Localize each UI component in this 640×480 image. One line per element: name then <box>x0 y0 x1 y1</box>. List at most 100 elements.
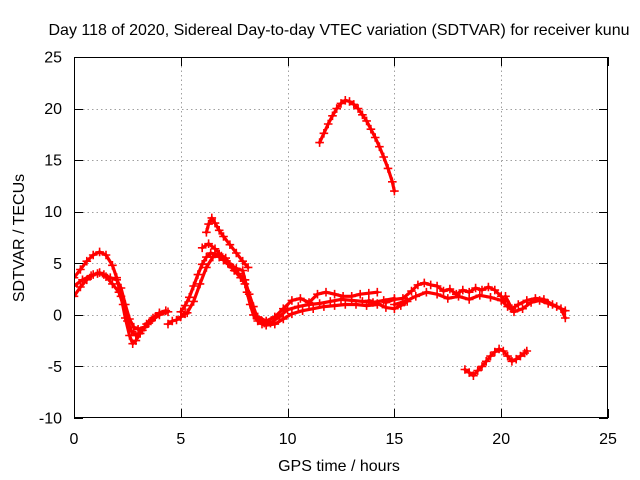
data-point <box>336 295 346 304</box>
y-tick-label: 25 <box>44 50 62 67</box>
data-point <box>210 244 220 254</box>
data-point <box>168 316 177 326</box>
data-point <box>202 263 211 272</box>
data-point <box>507 304 517 313</box>
data-point <box>471 283 480 293</box>
y-tick-label: 0 <box>53 307 62 324</box>
data-point <box>279 314 288 324</box>
x-tick-label: 15 <box>386 431 404 448</box>
data-point <box>125 314 134 324</box>
data-point <box>214 226 224 235</box>
data-point <box>458 285 468 295</box>
y-tick-label: -5 <box>48 359 62 376</box>
data-point <box>219 232 228 241</box>
data-point <box>257 316 267 326</box>
data-point <box>445 284 455 294</box>
x-tick-label: 20 <box>492 431 510 448</box>
y-tick-label: 10 <box>44 204 62 221</box>
data-point <box>133 325 143 334</box>
chart-title: Day 118 of 2020, Sidereal Day-to-day VTE… <box>49 22 630 39</box>
grid <box>74 57 608 418</box>
data-point <box>379 152 388 162</box>
data-point <box>323 119 333 129</box>
data-series <box>74 96 570 380</box>
y-tick-label: -10 <box>39 411 62 428</box>
data-point <box>477 285 487 295</box>
data-point <box>189 281 198 291</box>
data-point <box>155 310 164 320</box>
data-point <box>95 247 104 257</box>
data-point <box>330 289 339 299</box>
data-point <box>249 302 258 311</box>
series-6 <box>202 213 253 272</box>
data-point <box>439 286 448 296</box>
data-point <box>279 304 288 313</box>
data-point <box>475 291 485 300</box>
data-point <box>202 228 211 237</box>
series-line <box>74 272 170 331</box>
data-point <box>460 365 470 374</box>
y-tick-labels: -10 -5 0 5 10 15 20 25 <box>39 50 62 428</box>
data-point <box>426 280 435 290</box>
data-point <box>244 289 254 299</box>
data-point <box>121 300 130 309</box>
series-8 <box>197 239 250 289</box>
data-point <box>296 294 305 303</box>
series-13 <box>381 278 510 307</box>
data-point <box>74 281 79 291</box>
data-point <box>74 292 79 301</box>
data-point <box>328 111 337 121</box>
data-point <box>531 294 540 303</box>
data-point <box>182 308 192 318</box>
x-axis-label: GPS time / hours <box>278 458 400 475</box>
data-point <box>112 275 121 285</box>
data-point <box>131 331 141 340</box>
data-point <box>146 316 156 326</box>
data-point <box>347 296 356 305</box>
data-point <box>106 273 115 282</box>
data-point <box>204 239 213 248</box>
data-point <box>185 293 194 302</box>
data-point <box>321 287 331 297</box>
x-tick-label: 5 <box>176 431 185 448</box>
data-point <box>349 100 359 109</box>
data-point <box>193 270 203 279</box>
data-point <box>443 294 453 303</box>
data-point <box>473 366 482 375</box>
data-point <box>217 251 226 261</box>
x-tick-label: 25 <box>599 431 617 448</box>
y-axis-label: SDTVAR / TECUs <box>11 174 28 302</box>
data-point <box>507 357 517 366</box>
data-point <box>486 293 495 302</box>
data-point <box>499 346 508 356</box>
data-point <box>140 322 149 332</box>
data-point <box>469 371 478 380</box>
data-point <box>341 96 350 105</box>
data-point <box>298 306 307 315</box>
y-tick-label: 15 <box>44 153 62 170</box>
series-17 <box>364 296 412 313</box>
data-point <box>207 213 217 223</box>
data-point <box>375 142 384 151</box>
data-point <box>99 270 109 279</box>
data-point <box>108 261 117 270</box>
data-point <box>101 250 111 260</box>
data-point <box>82 256 92 266</box>
data-point <box>486 351 495 361</box>
data-point <box>548 300 557 309</box>
data-point <box>229 266 239 275</box>
data-point <box>366 124 376 134</box>
data-point <box>341 300 350 309</box>
data-point <box>420 278 429 288</box>
data-point <box>208 252 218 262</box>
data-point <box>330 301 339 310</box>
data-point <box>351 300 361 309</box>
data-point <box>332 104 341 113</box>
data-point <box>93 269 102 278</box>
data-point <box>195 279 205 289</box>
data-point <box>189 297 198 306</box>
y-tick-label: 5 <box>53 256 62 273</box>
data-point <box>454 292 463 301</box>
